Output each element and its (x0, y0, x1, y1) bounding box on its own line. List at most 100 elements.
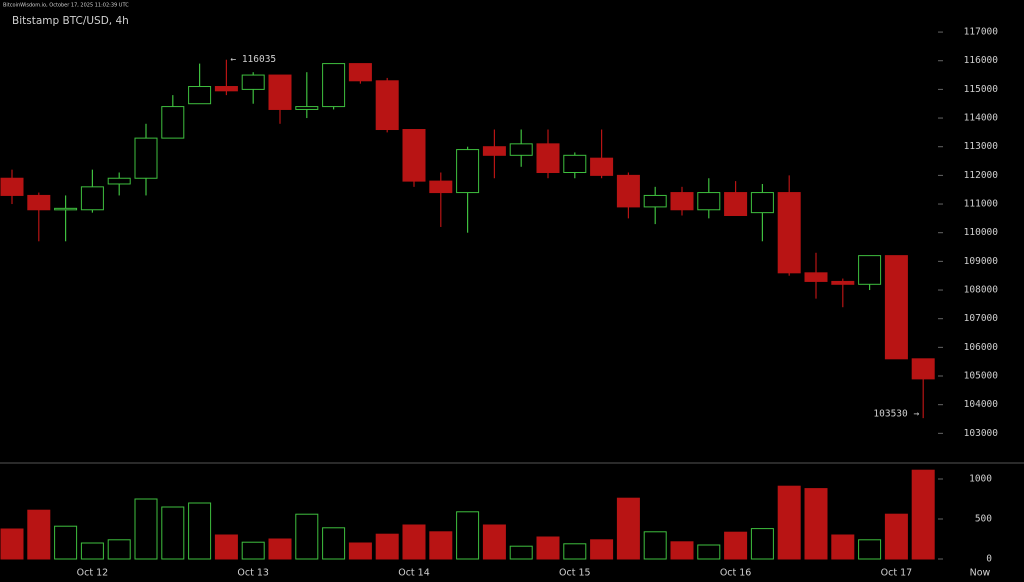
volume-bar (777, 485, 801, 560)
y-tick-label: 104000 (964, 399, 999, 410)
volume-bar (188, 502, 212, 560)
candle-body (80, 186, 104, 211)
x-tick-label: Oct 15 (559, 568, 591, 579)
y2-tick-label: 500 (975, 514, 992, 525)
candle-body (456, 149, 480, 194)
volume-bar (27, 509, 51, 560)
volume-bar (804, 488, 828, 560)
candle-body (804, 272, 828, 282)
volume-bar (375, 533, 399, 560)
candle-body (590, 157, 614, 176)
candle-body (482, 146, 506, 156)
candle-body (670, 192, 694, 211)
candle-body (429, 180, 453, 194)
x-end-label: Now (970, 568, 991, 579)
volume-bar (724, 531, 748, 560)
y2-tick-label: 0 (986, 554, 992, 565)
volume-bar (616, 497, 640, 560)
y-tick-label: 106000 (964, 342, 999, 353)
x-tick-label: Oct 17 (881, 568, 913, 579)
volume-bar (214, 534, 238, 560)
y-tick-label: 109000 (964, 256, 999, 267)
volume-bar (670, 541, 694, 560)
volume-bar (590, 539, 614, 560)
candle-body (831, 280, 855, 285)
extreme-annotation: ← 116035 (230, 54, 276, 65)
candle-body (858, 255, 882, 285)
volume-bar (134, 498, 158, 560)
volume-bar (536, 536, 560, 560)
volume-bar (161, 506, 185, 560)
y-tick-label: 116000 (964, 55, 999, 66)
candle-body (348, 63, 372, 82)
volume-bar (482, 524, 506, 560)
y-tick-label: 107000 (964, 313, 999, 324)
volume-bar (563, 543, 587, 560)
y-tick-label: 110000 (964, 227, 999, 238)
y-tick-label: 117000 (964, 27, 999, 38)
y-tick-label: 115000 (964, 84, 999, 95)
candle-body (27, 194, 51, 211)
volume-bar (107, 539, 131, 560)
volume-bar (858, 539, 882, 560)
candle-body (54, 207, 78, 211)
candle-body (643, 194, 667, 208)
x-tick-label: Oct 14 (398, 568, 430, 579)
y-tick-label: 112000 (964, 170, 999, 181)
volume-bar (268, 538, 292, 560)
y-tick-label: 113000 (964, 141, 999, 152)
x-tick-label: Oct 16 (720, 568, 752, 579)
x-tick-label: Oct 12 (77, 568, 109, 579)
volume-bar (429, 531, 453, 560)
volume-bar (884, 513, 908, 560)
candle-body (750, 192, 774, 214)
candle-body (375, 80, 399, 131)
candle-body (268, 74, 292, 110)
y-tick-label: 111000 (964, 199, 999, 210)
candle-body (295, 106, 319, 110)
candle-body (214, 86, 238, 92)
candle-body (616, 174, 640, 208)
candle-body (563, 154, 587, 174)
candle-body (161, 106, 185, 139)
candle-body (322, 63, 346, 108)
chart-title: Bitstamp BTC/USD, 4h (12, 15, 129, 27)
candle-body (0, 177, 24, 196)
extreme-annotation: 103530 → (873, 409, 919, 420)
volume-bar (456, 511, 480, 560)
candle-body (107, 177, 131, 185)
candle-body (134, 137, 158, 179)
volume-bar (509, 545, 533, 560)
candle-body (724, 192, 748, 217)
y-tick-label: 108000 (964, 285, 999, 296)
volume-bar (643, 531, 667, 560)
volume-bar (348, 542, 372, 560)
volume-bar (322, 527, 346, 560)
volume-bar (911, 469, 935, 560)
candle-body (402, 129, 426, 182)
y-tick-label: 105000 (964, 371, 999, 382)
candle-body (241, 74, 265, 90)
volume-bar (0, 528, 24, 560)
candle-body (509, 143, 533, 156)
y-tick-label: 103000 (964, 428, 999, 439)
source-caption: BitcoinWisdom.io, October 17, 2025 11:02… (3, 3, 129, 9)
candle-body (536, 143, 560, 174)
volume-bar (54, 525, 78, 560)
volume-bar (295, 513, 319, 560)
candle-body (188, 86, 212, 105)
volume-bar (831, 534, 855, 560)
volume-bar (402, 524, 426, 560)
candle-body (697, 192, 721, 211)
candle-body (777, 192, 801, 274)
x-tick-label: Oct 13 (237, 568, 269, 579)
volume-bar (750, 528, 774, 560)
volume-bar (80, 542, 104, 560)
candle-body (884, 255, 908, 360)
volume-bar (697, 544, 721, 560)
y-tick-label: 114000 (964, 113, 999, 124)
volume-bar (241, 541, 265, 560)
candle-body (911, 358, 935, 380)
y2-tick-label: 1000 (969, 474, 992, 485)
